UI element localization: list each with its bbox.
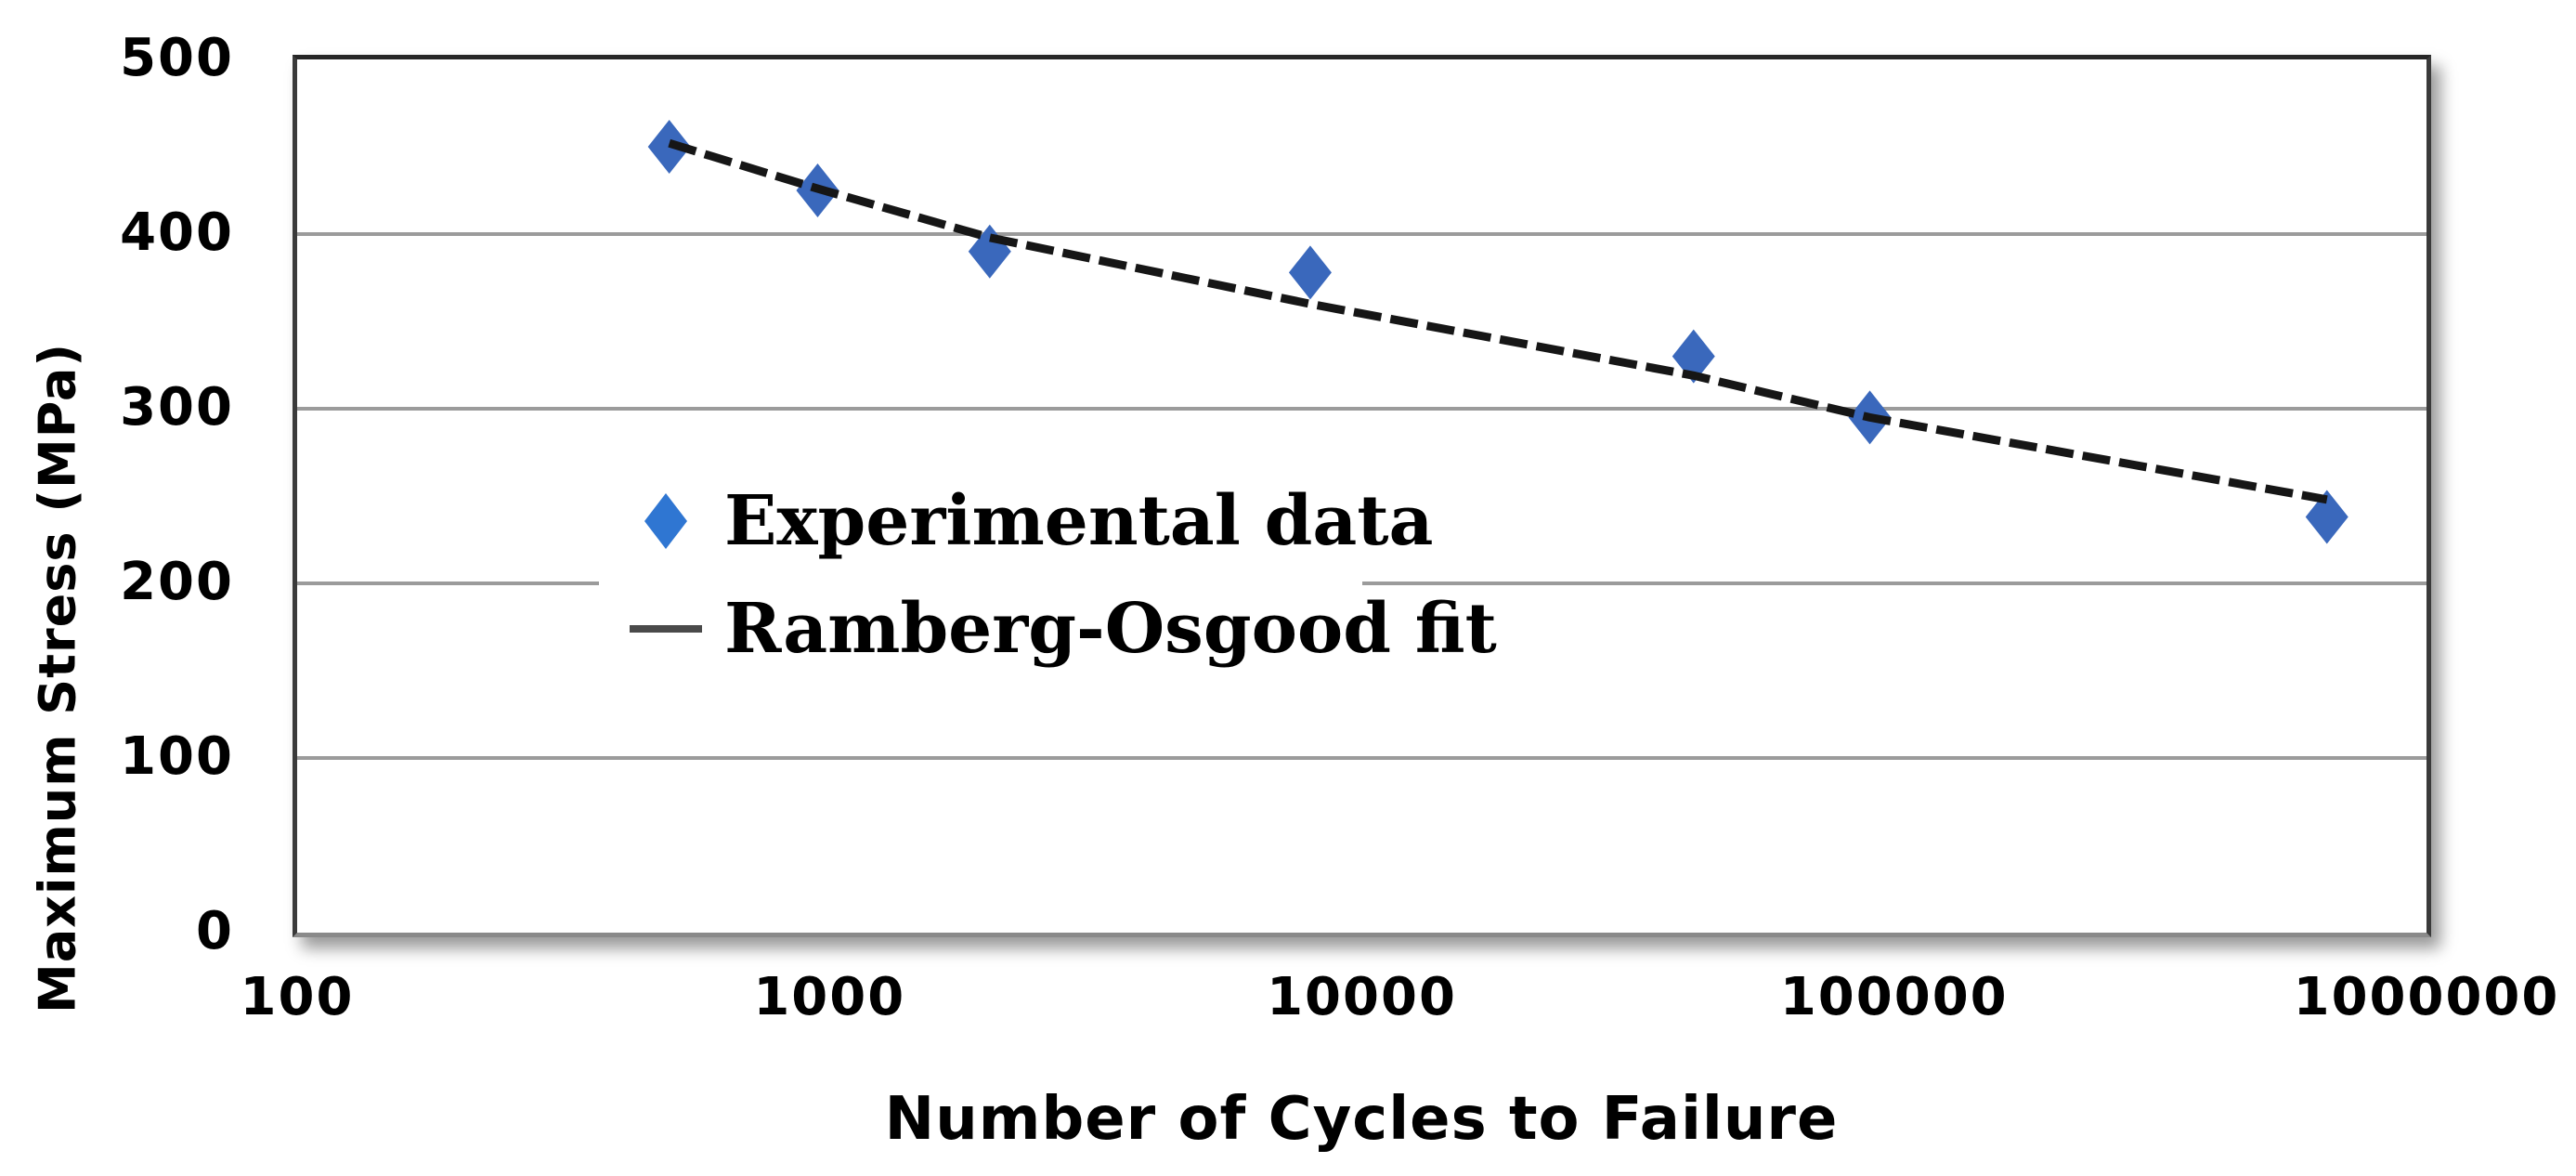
y-tick-label-200: 200 xyxy=(120,552,234,612)
legend-label-experimental-data: Experimental data xyxy=(724,481,1434,561)
x-tick-label-100000: 100000 xyxy=(1780,967,2009,1027)
diamond-marker-icon xyxy=(630,493,702,549)
data-point xyxy=(1672,329,1715,384)
legend-label-ramberg-osgood-fit: Ramberg-Osgood fit xyxy=(724,589,1497,669)
data-point xyxy=(1288,245,1332,300)
y-tick-label-100: 100 xyxy=(120,726,234,787)
x-tick-label-10000: 10000 xyxy=(1267,967,1457,1027)
data-point xyxy=(2305,490,2348,544)
y-tick-label-300: 300 xyxy=(120,377,234,438)
fit-line xyxy=(668,138,2328,504)
x-axis-title: Number of Cycles to Failure xyxy=(884,1085,1839,1154)
x-tick-label-1000000: 1000000 xyxy=(2294,967,2560,1027)
y-tick-label-400: 400 xyxy=(120,203,234,263)
legend-item-experimental-data: Experimental data xyxy=(599,473,1433,569)
legend: Experimental data Ramberg-Osgood fit xyxy=(599,467,1497,683)
series-layer xyxy=(647,120,2348,544)
y-tick-label-500: 500 xyxy=(120,28,234,88)
data-point xyxy=(968,224,1011,279)
line-sample-icon xyxy=(630,625,702,633)
x-tick-label-1000: 1000 xyxy=(753,967,905,1027)
y-tick-label-0: 0 xyxy=(196,901,234,961)
x-tick-label-100: 100 xyxy=(241,967,355,1027)
legend-item-ramberg-osgood-fit: Ramberg-Osgood fit xyxy=(599,581,1497,677)
y-axis-title: Maximum Stress (MPa) xyxy=(28,343,87,1013)
